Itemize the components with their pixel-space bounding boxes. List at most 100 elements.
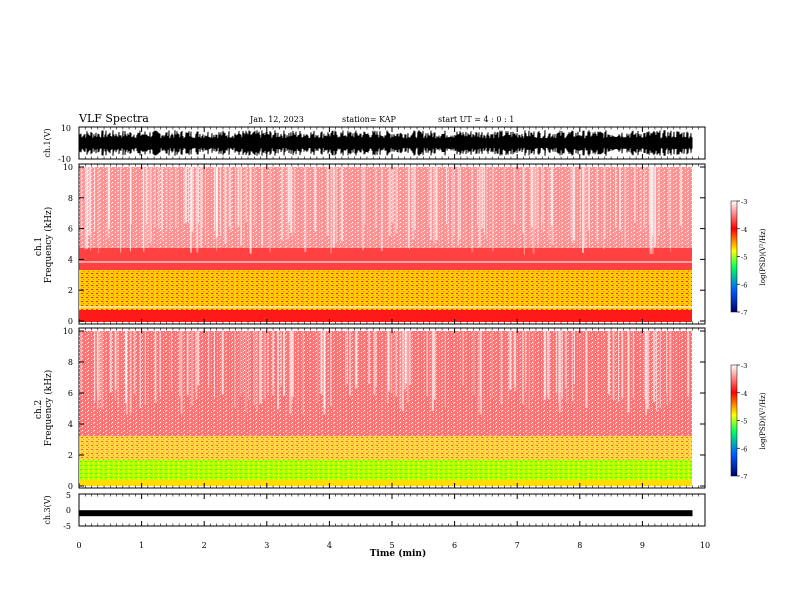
colorbar-tick-label: -6 bbox=[741, 445, 747, 453]
ch3-waveform-frame bbox=[78, 493, 706, 527]
spec-streak bbox=[528, 331, 530, 409]
spec-streak bbox=[573, 167, 576, 241]
spec-streak bbox=[679, 167, 682, 226]
spec-streak bbox=[632, 331, 634, 398]
time-axis: 0 1 2 3 4 5 6 7 8 9 10 bbox=[76, 127, 710, 550]
spec-streak bbox=[269, 167, 271, 252]
spec-streak bbox=[492, 167, 494, 252]
spec-streak bbox=[651, 167, 654, 237]
spec-streak bbox=[596, 167, 598, 242]
spec-streak bbox=[287, 167, 290, 223]
spec-streak bbox=[479, 331, 482, 415]
spec-streak bbox=[585, 331, 588, 408]
spec-streak bbox=[513, 331, 515, 385]
spec-streak bbox=[191, 331, 194, 406]
spec-streak bbox=[196, 331, 198, 399]
spec-streak bbox=[547, 331, 548, 395]
spec-streak bbox=[404, 331, 407, 384]
spec-streak bbox=[179, 331, 181, 397]
spec-streak bbox=[541, 167, 543, 231]
time-axis-label: Time (min) bbox=[370, 548, 427, 559]
spec-streak bbox=[412, 167, 415, 240]
spec-streak bbox=[607, 331, 610, 395]
spec-streak bbox=[208, 331, 210, 389]
spec-streak bbox=[221, 331, 224, 395]
spec-streak bbox=[500, 331, 503, 405]
spec-streak bbox=[263, 331, 266, 400]
colorbar-tick-label: -7 bbox=[741, 309, 747, 317]
spec-streak bbox=[612, 331, 615, 400]
spec-streak bbox=[362, 167, 364, 251]
spec-streak bbox=[183, 167, 186, 225]
spec-streak bbox=[166, 167, 168, 230]
spec-ytick-label: 8 bbox=[68, 358, 73, 367]
spec-streak bbox=[407, 167, 409, 248]
x-tick-label: 1 bbox=[139, 541, 144, 550]
spec-streak bbox=[653, 167, 656, 248]
spec-streak bbox=[215, 167, 218, 223]
spec-streak bbox=[335, 167, 337, 244]
spec-streak bbox=[368, 331, 370, 384]
spec-streak bbox=[462, 331, 464, 387]
spec-streak bbox=[159, 331, 161, 398]
spec-streak bbox=[114, 331, 117, 390]
spec-streak bbox=[239, 331, 241, 397]
x-tick-label: 7 bbox=[515, 541, 520, 550]
spec-streak bbox=[345, 331, 347, 386]
spec-streak bbox=[666, 331, 668, 406]
spec-streak bbox=[88, 167, 91, 236]
spec-streak bbox=[387, 331, 390, 392]
spec-streak bbox=[230, 167, 232, 231]
ch2-spec-mid-band bbox=[79, 436, 692, 460]
ch1-spec-yticks: 0 2 4 6 8 10 bbox=[63, 163, 705, 326]
spec-streak bbox=[191, 167, 194, 232]
spec-streak bbox=[283, 331, 285, 396]
ch1-ytick-bottom: -10 bbox=[58, 155, 71, 164]
spec-streak bbox=[133, 331, 136, 395]
spec-streak bbox=[235, 167, 237, 228]
ch1-spec-active-band bbox=[79, 270, 692, 310]
spec-streak bbox=[185, 167, 187, 223]
spec-streak bbox=[395, 167, 398, 234]
spec-streak bbox=[451, 167, 453, 247]
spec-streak bbox=[648, 167, 651, 225]
spec-streak bbox=[547, 331, 550, 399]
spec-streak bbox=[444, 331, 446, 409]
start-ut-label: start UT = 4 : 0 : 1 bbox=[438, 115, 514, 124]
spec-streak bbox=[573, 331, 575, 385]
spec-streak bbox=[220, 167, 222, 237]
spec-streak bbox=[399, 331, 402, 409]
ch2-colorbar bbox=[730, 364, 738, 477]
spec-streak bbox=[514, 331, 517, 392]
colorbar-tick-label: -4 bbox=[741, 390, 747, 398]
spec-streak bbox=[154, 331, 157, 404]
spec-streak bbox=[190, 167, 192, 253]
spec-streak bbox=[610, 167, 611, 235]
spec-streak bbox=[154, 167, 156, 228]
ch1-ytick-top: 10 bbox=[61, 124, 71, 133]
ch1-colorbar-label: log(PSD)(V²/Hz) bbox=[759, 228, 767, 285]
spec-streak bbox=[124, 331, 127, 385]
spec-streak bbox=[640, 167, 642, 232]
spec-streak bbox=[170, 331, 172, 391]
spec-streak bbox=[523, 331, 525, 406]
spec-streak bbox=[656, 331, 658, 411]
spec-streak bbox=[125, 331, 127, 404]
spec-streak bbox=[525, 331, 527, 391]
spec-streak bbox=[237, 167, 240, 226]
spec-streak bbox=[374, 167, 377, 229]
spec-streak bbox=[649, 167, 651, 247]
spec-streak bbox=[214, 167, 216, 231]
spec-streak bbox=[558, 331, 560, 403]
ch2-spec-low-band bbox=[79, 480, 692, 486]
ch1-spec-ylabel: ch.1 Frequency (kHz) bbox=[34, 207, 54, 284]
spec-ytick-label: 0 bbox=[68, 482, 73, 491]
spec-streak bbox=[86, 167, 89, 249]
spec-ytick-label: 0 bbox=[68, 317, 73, 326]
spec-ytick-label: 2 bbox=[68, 286, 73, 295]
spec-streak bbox=[240, 167, 243, 246]
spec-streak bbox=[603, 167, 605, 250]
ch1-colorbar-ticks: -3 -4 -5 -6 -7 bbox=[737, 198, 747, 317]
